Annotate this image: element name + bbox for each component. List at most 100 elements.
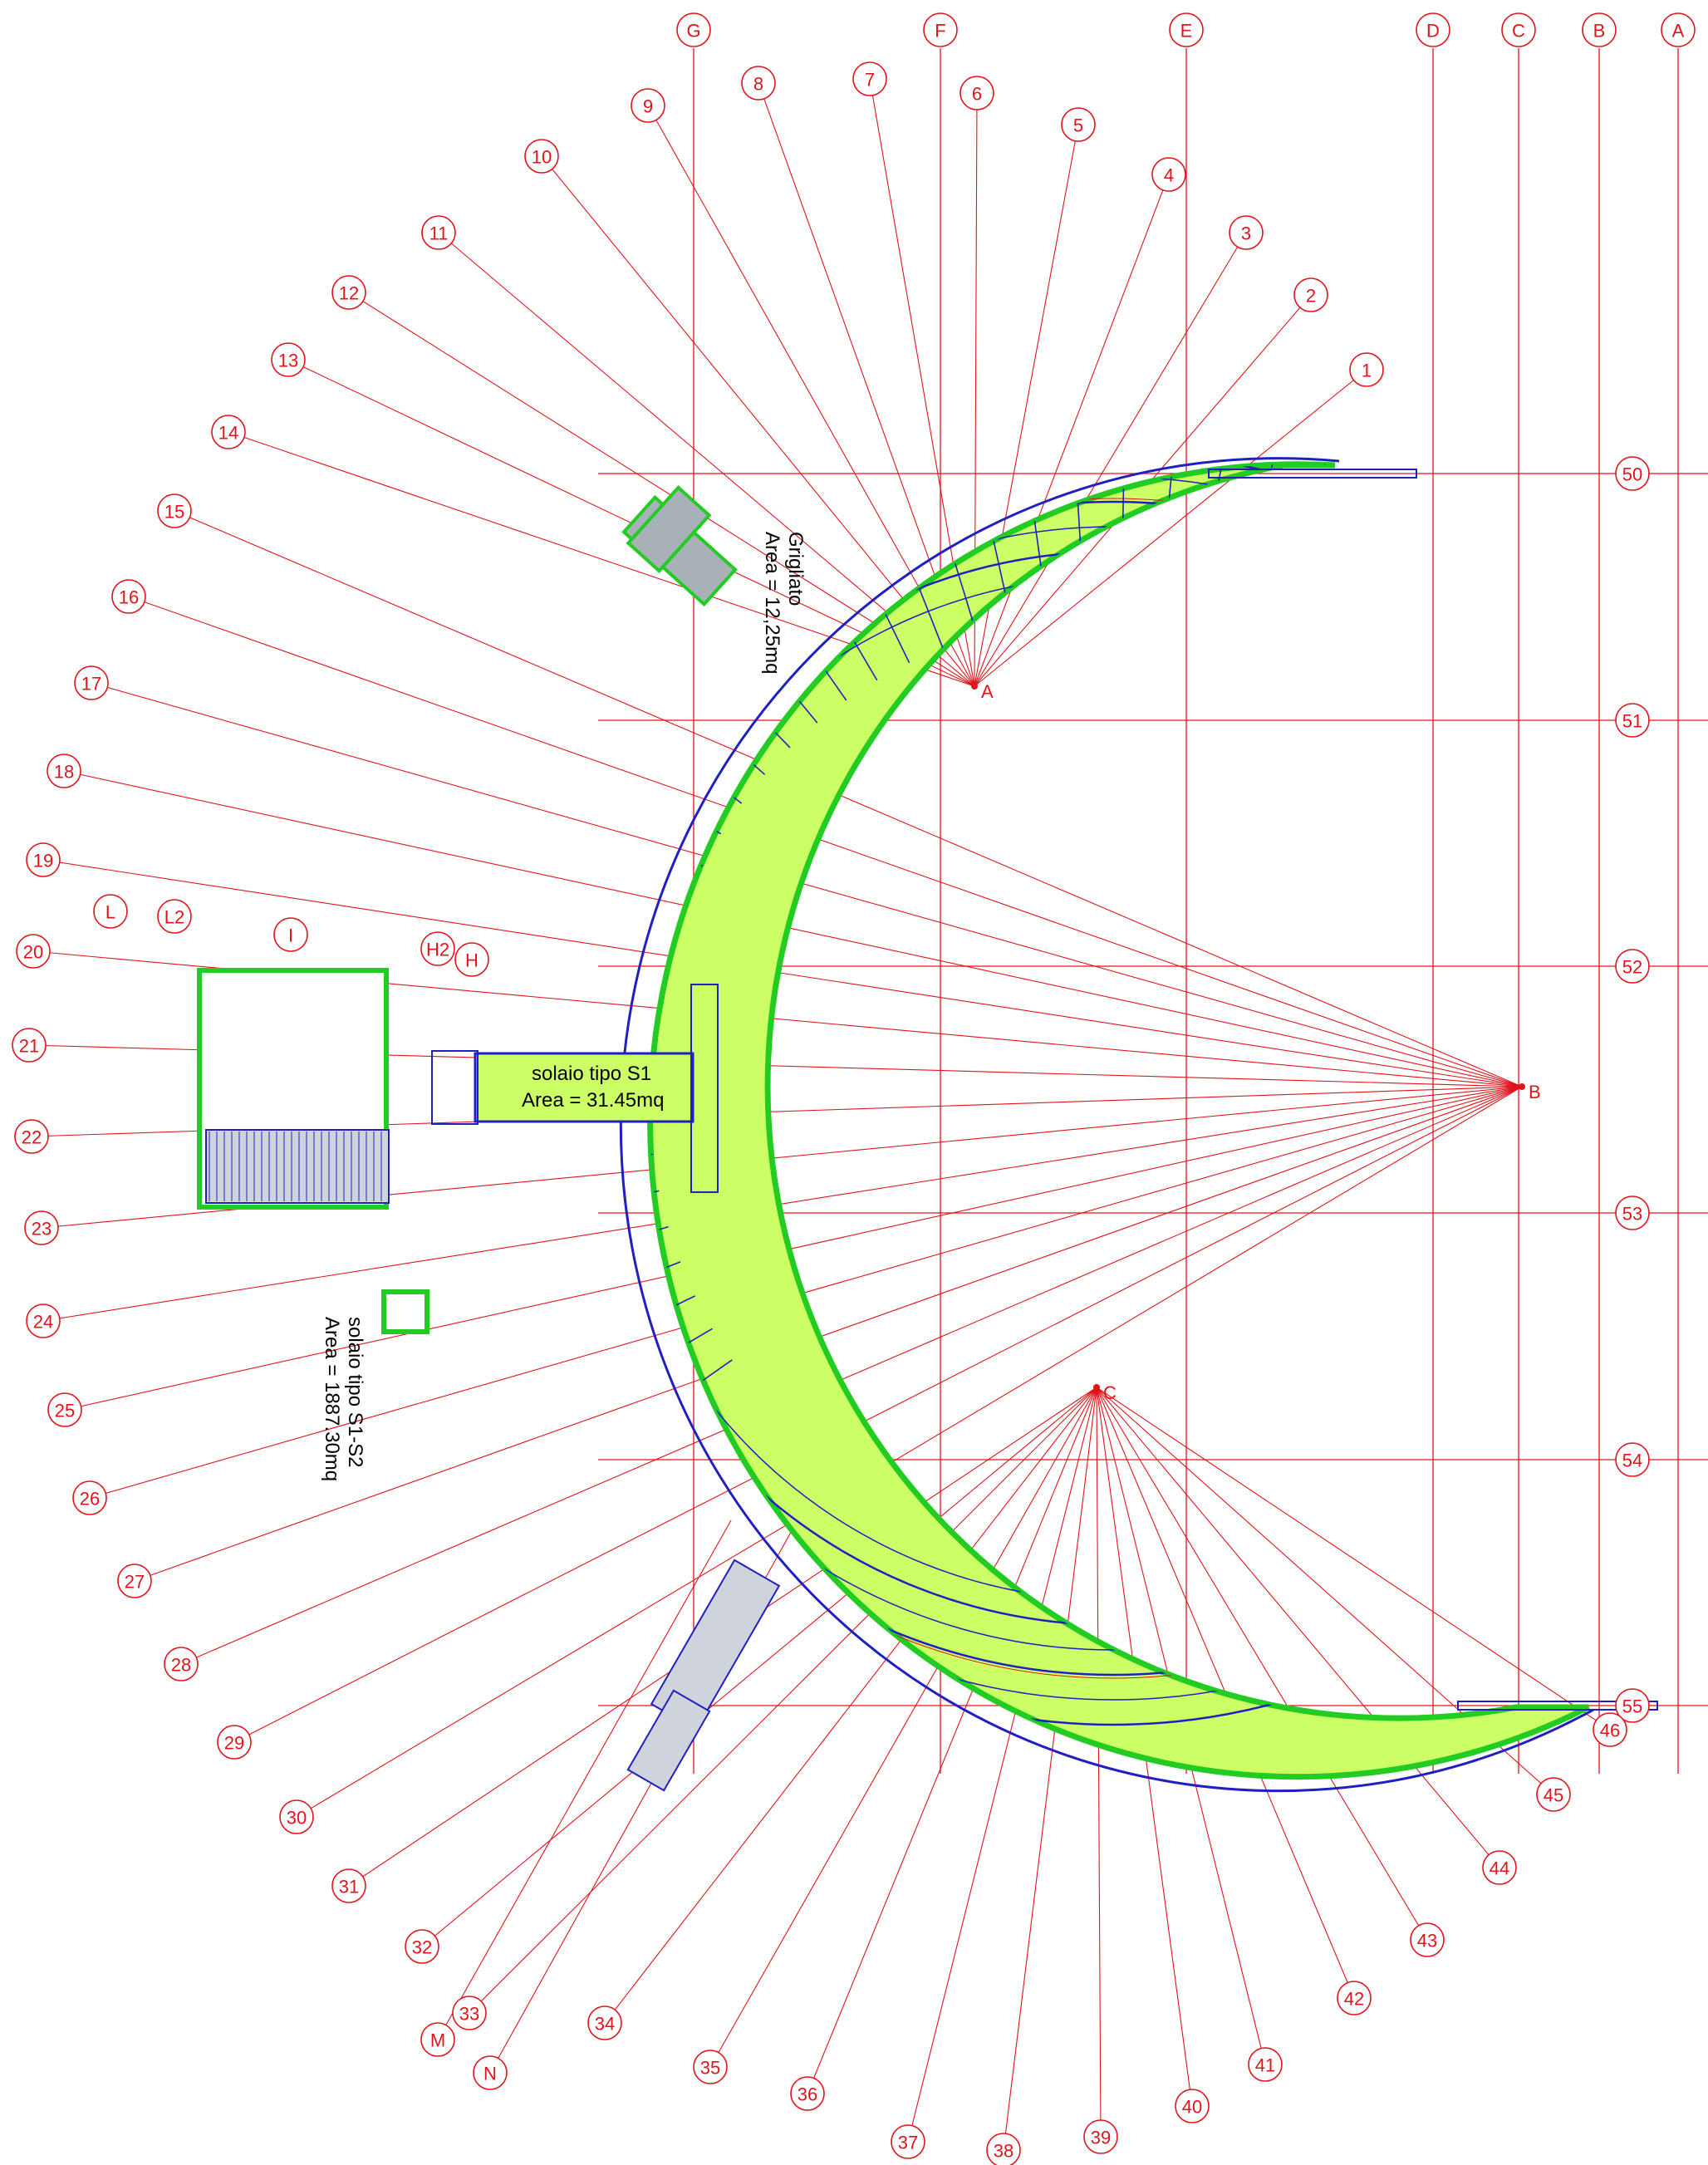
radial-bubble-46-label: 46 — [1600, 1721, 1620, 1741]
radial-bubble-43-label: 43 — [1417, 1931, 1437, 1951]
rib — [1539, 1276, 1588, 1357]
rib — [1193, 464, 1229, 622]
radial-line-1 — [974, 369, 1367, 687]
radial-bubble-30-label: 30 — [287, 1808, 307, 1829]
radial-bubble-24: 24 — [26, 1303, 61, 1338]
radial-bubble-1: 1 — [1349, 352, 1384, 387]
radial-line-11 — [438, 232, 975, 687]
grid-bubble-C: C — [1501, 12, 1536, 47]
radial-bubble-43: 43 — [1410, 1922, 1445, 1957]
radial-bubble-13: 13 — [271, 342, 306, 377]
rib — [1545, 841, 1588, 916]
radial-bubble-12-label: 12 — [339, 283, 359, 304]
grigliato-annotation: Grigliato Area = 12,25mq — [761, 532, 807, 674]
radial-bubble-19-label: 19 — [33, 851, 53, 871]
rib — [1348, 1495, 1451, 1669]
radial-bubble-6-label: 6 — [972, 84, 982, 105]
radial-line-18 — [63, 770, 1523, 1087]
rib — [1484, 1372, 1588, 1495]
solaio-s1-area: Area = 31.45mq — [522, 1089, 664, 1112]
ring-bubble-L2-label: L2 — [164, 907, 184, 928]
rib — [1558, 891, 1588, 951]
radial-bubble-29-label: 29 — [224, 1733, 244, 1754]
center-label-B: B — [1529, 1082, 1541, 1102]
radial-line-46 — [1096, 1387, 1611, 1731]
rib — [650, 1261, 681, 1336]
stair-treads — [209, 1132, 382, 1201]
axis-bubble-N-label: N — [483, 2064, 497, 2084]
radial-bubble-2-label: 2 — [1306, 286, 1316, 307]
radial-bubble-5: 5 — [1061, 107, 1096, 142]
rib — [650, 819, 687, 901]
radial-line-25 — [64, 1086, 1523, 1411]
radial-bubble-13-label: 13 — [278, 351, 298, 371]
grigliato-panel — [621, 485, 738, 607]
radial-centers: A B C — [971, 681, 1541, 1403]
radial-bubble-20: 20 — [16, 934, 51, 969]
radial-bubble-17-label: 17 — [81, 674, 101, 695]
grid-bubble-50-label: 50 — [1622, 464, 1642, 485]
radial-bubble-42: 42 — [1337, 1981, 1372, 2015]
ring-bubble-H-label: H — [465, 950, 479, 971]
radial-line-12 — [348, 292, 975, 687]
grid-bubble-54: 54 — [1615, 1442, 1650, 1477]
grid-bubble-53-label: 53 — [1622, 1204, 1642, 1225]
end-bars — [1208, 469, 1658, 1711]
radial-bubble-23-label: 23 — [32, 1219, 52, 1240]
radial-bubble-34: 34 — [587, 2005, 622, 2040]
rib — [1408, 1453, 1537, 1608]
rib — [650, 1225, 669, 1286]
radial-bubble-7-label: 7 — [865, 70, 875, 91]
rib — [1460, 1402, 1588, 1535]
grid-bubble-E: E — [1169, 12, 1204, 47]
radial-bubble-32: 32 — [405, 1929, 439, 1964]
radial-lines — [28, 78, 1611, 2151]
grid-bubble-55-label: 55 — [1622, 1696, 1642, 1717]
radial-bubble-3-label: 3 — [1241, 223, 1251, 244]
rib — [1577, 1046, 1588, 1061]
radial-bubble-39-label: 39 — [1091, 2128, 1111, 2148]
void-cyan-3 — [347, 632, 537, 857]
rib — [650, 919, 664, 971]
radial-bubble-22-label: 22 — [22, 1127, 42, 1148]
rib — [1447, 620, 1588, 760]
radial-bubble-23: 23 — [24, 1210, 59, 1245]
radial-bubble-37: 37 — [891, 2124, 925, 2159]
radial-bubble-44-label: 44 — [1490, 1858, 1509, 1879]
grid-bubble-51: 51 — [1615, 703, 1650, 738]
solaio-s1-annotation: solaio tipo S1 Area = 31.45mq — [522, 1063, 664, 1112]
rib — [1514, 746, 1588, 849]
rib — [1553, 1241, 1588, 1308]
grid-bubble-F: F — [923, 12, 958, 47]
rib — [1379, 1475, 1495, 1640]
ring-beam — [650, 500, 1588, 1677]
rib — [1156, 464, 1178, 617]
radial-bubble-27: 27 — [117, 1564, 152, 1598]
grid-bubble-E-label: E — [1180, 21, 1193, 42]
solaio-s1-title: solaio tipo S1 — [532, 1063, 651, 1085]
radial-bubble-1-label: 1 — [1362, 361, 1372, 381]
outer-edge-beam — [619, 457, 1594, 1793]
radial-line-17 — [91, 682, 1523, 1087]
radial-bubble-15-label: 15 — [164, 502, 184, 523]
void-cyan-5 — [657, 1807, 806, 1931]
radial-bubble-11: 11 — [421, 215, 456, 250]
ring-beam — [650, 464, 1588, 1726]
radial-bubble-18-label: 18 — [54, 762, 74, 783]
radial-bubble-32-label: 32 — [412, 1937, 432, 1958]
radial-bubble-31: 31 — [331, 1868, 366, 1903]
radial-bubble-19: 19 — [26, 842, 61, 877]
radial-bubble-20-label: 20 — [23, 942, 43, 963]
radial-bubble-39: 39 — [1083, 2119, 1118, 2154]
radial-line-38 — [1003, 1387, 1097, 2151]
solaio-s1s2-area: Area = 1887.30mq — [321, 1317, 343, 1481]
radial-bubble-28-label: 28 — [171, 1655, 191, 1676]
ring-bubble-L2: L2 — [157, 899, 192, 934]
radial-bubble-27-label: 27 — [125, 1572, 145, 1593]
ring-bubble-H2-label: H2 — [426, 940, 449, 960]
radial-bubble-15: 15 — [157, 493, 192, 528]
rib — [1504, 1342, 1588, 1451]
radial-line-34 — [604, 1387, 1097, 2024]
radial-bubble-11-label: 11 — [429, 223, 449, 244]
